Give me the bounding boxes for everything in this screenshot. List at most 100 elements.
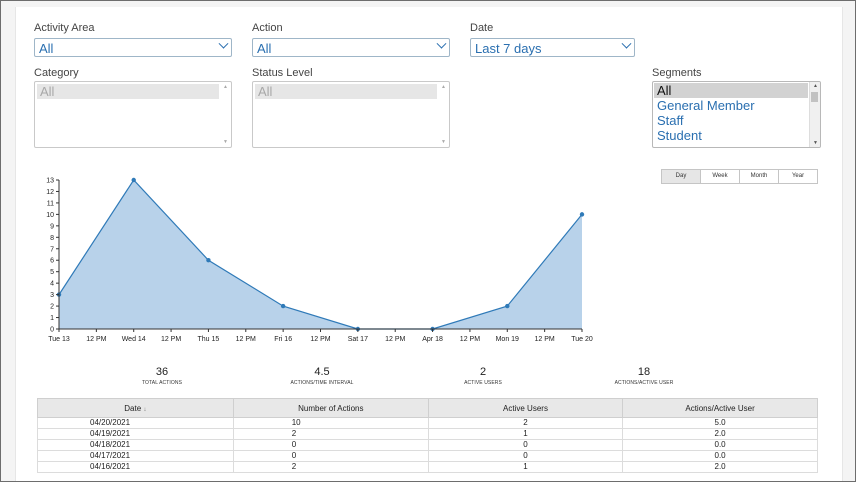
stat-value: 2 (479, 366, 487, 378)
cell-actions: 2 (232, 428, 429, 440)
data-point[interactable] (505, 303, 510, 309)
cell-actions-per-user: 2.0 (622, 428, 818, 440)
activity-table: Date ↓ Number of Actions Active Users Ac… (37, 398, 818, 473)
x-tick-label: 12 PM (310, 336, 330, 343)
period-day-button[interactable]: Day (661, 169, 701, 184)
x-tick-label: Tue 13 (48, 336, 70, 343)
cell-date: 04/20/2021 (37, 417, 234, 429)
scroll-down-icon: ▼ (223, 139, 228, 145)
column-header-date[interactable]: Date ↓ (37, 398, 234, 418)
x-tick-label: Tue 20 (571, 336, 593, 343)
cell-date: 04/18/2021 (37, 439, 234, 451)
stat-value: 18 (637, 366, 651, 378)
column-header-active-users[interactable]: Active Users (427, 398, 624, 418)
action-select[interactable]: All (252, 38, 450, 57)
stat-label: ACTIONS/TIME INTERVAL (290, 380, 354, 386)
scroll-down-icon: ▼ (441, 139, 446, 145)
table-row: 04/17/2021 0 0 0.0 (37, 450, 818, 462)
column-header-actions[interactable]: Number of Actions (232, 398, 429, 418)
category-listbox[interactable]: All ▲ ▼ (34, 81, 232, 148)
segment-option-general-member[interactable]: General Member (657, 98, 755, 113)
y-tick-label: 5 (50, 269, 54, 276)
stat-label: ACTIONS/ACTIVE USER (614, 380, 674, 386)
table-header-row: Date ↓ Number of Actions Active Users Ac… (37, 398, 818, 418)
scroll-up-icon[interactable]: ▲ (813, 83, 818, 89)
date-label: Date (470, 22, 494, 34)
x-tick-label: 12 PM (535, 336, 555, 343)
y-tick-label: 6 (50, 258, 54, 265)
period-year-button[interactable]: Year (778, 169, 818, 184)
sort-desc-icon: ↓ (143, 406, 147, 413)
scroll-up-icon: ▲ (441, 84, 446, 90)
category-option-all: All (37, 84, 219, 99)
period-toggle: Day Week Month Year (661, 169, 818, 184)
activity-area-label: Activity Area (34, 22, 95, 34)
table-row: 04/19/2021 2 1 2.0 (37, 428, 818, 440)
date-select[interactable]: Last 7 days (470, 38, 635, 57)
cell-actions-per-user: 0.0 (622, 450, 818, 462)
segment-option-all[interactable]: All (654, 83, 808, 98)
y-tick-label: 2 (50, 304, 54, 311)
cell-actions-per-user: 5.0 (622, 417, 818, 429)
segment-option-staff[interactable]: Staff (657, 113, 684, 128)
data-point[interactable] (579, 212, 585, 217)
x-tick-label: Apr 18 (422, 336, 443, 343)
action-value: All (257, 41, 272, 56)
series-line (58, 179, 583, 330)
cell-actions: 0 (232, 450, 429, 462)
period-month-button[interactable]: Month (739, 169, 779, 184)
period-week-button[interactable]: Week (700, 169, 740, 184)
status-level-label: Status Level (252, 67, 313, 79)
scroll-up-icon: ▲ (223, 84, 228, 90)
stat-value: 36 (155, 366, 169, 378)
date-value: Last 7 days (475, 41, 542, 56)
segments-scrollbar[interactable]: ▲ ▼ (809, 82, 820, 147)
cell-active-users: 0 (427, 439, 624, 451)
x-tick-label: 12 PM (460, 336, 480, 343)
y-tick-label: 1 (50, 315, 54, 322)
category-label: Category (34, 67, 79, 79)
cell-actions-per-user: 2.0 (622, 461, 818, 473)
column-header-label: Date (124, 403, 142, 413)
cell-actions: 10 (232, 417, 429, 429)
segment-option-student[interactable]: Student (657, 128, 702, 143)
y-tick-label: 3 (50, 292, 54, 299)
table-row: 04/20/2021 10 2 5.0 (37, 417, 818, 429)
cell-active-users: 2 (427, 417, 624, 429)
scrollbar-thumb[interactable] (811, 92, 818, 102)
data-point[interactable] (280, 303, 286, 309)
y-tick-label: 4 (50, 281, 54, 288)
stat-label: ACTIVE USERS (464, 380, 502, 386)
stat-actions-per-interval: 4.5 ACTIONS/TIME INTERVAL (252, 366, 392, 386)
stat-total-actions: 36 TOTAL ACTIONS (92, 366, 232, 386)
x-tick-label: Mon 19 (496, 336, 519, 343)
x-tick-label: Sat 17 (348, 336, 368, 343)
activity-area-select[interactable]: All (34, 38, 232, 57)
cell-date: 04/19/2021 (37, 428, 234, 440)
data-point[interactable] (206, 258, 211, 263)
segments-listbox[interactable]: All General Member Staff Student ▲ ▼ (652, 81, 821, 148)
table-row: 04/18/2021 0 0 0.0 (37, 439, 818, 451)
scroll-down-icon[interactable]: ▼ (813, 140, 818, 146)
x-tick-label: 12 PM (86, 336, 106, 343)
stat-actions-per-user: 18 ACTIONS/ACTIVE USER (574, 366, 714, 386)
cell-date: 04/17/2021 (37, 450, 234, 462)
action-label: Action (252, 22, 283, 34)
cell-active-users: 1 (427, 461, 624, 473)
column-header-actions-per-user[interactable]: Actions/Active User (622, 398, 818, 418)
y-tick-label: 0 (50, 327, 54, 334)
stat-value: 4.5 (314, 366, 330, 378)
table-row: 04/16/2021 2 1 2.0 (37, 461, 818, 473)
y-tick-label: 11 (47, 200, 54, 207)
activity-area-value: All (39, 41, 54, 56)
status-level-listbox[interactable]: All ▲ ▼ (252, 81, 450, 148)
y-tick-label: 8 (50, 235, 54, 242)
data-point[interactable] (131, 177, 136, 183)
x-tick-label: 12 PM (236, 336, 256, 343)
status-level-option-all: All (255, 84, 437, 99)
x-tick-label: 12 PM (385, 336, 405, 343)
x-tick-label: 12 PM (161, 336, 181, 343)
cell-actions: 2 (232, 461, 429, 473)
y-tick-label: 7 (50, 246, 54, 253)
